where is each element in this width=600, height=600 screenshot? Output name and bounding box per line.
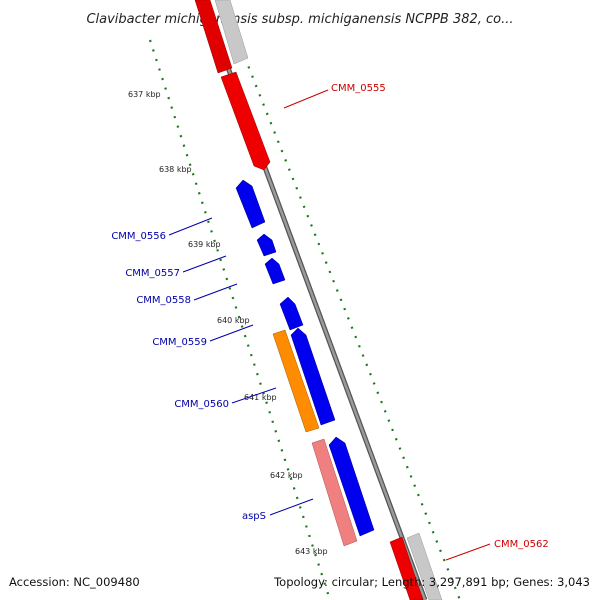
tick-label: 643 kbp [295,547,328,556]
tick-label: 642 kbp [270,471,303,480]
gene-label-cmm-0556[interactable]: CMM_0556 [111,231,166,242]
tick-label: 639 kbp [188,240,221,249]
gene-cmm-0559[interactable] [279,296,304,331]
gene-cmm-0558[interactable] [264,257,286,285]
inner-tick-rail [148,39,332,600]
gene-label-cmm-0558[interactable]: CMM_0558 [136,295,191,306]
gene-cmm-0554[interactable] [194,0,233,74]
gene-other-top[interactable] [214,0,249,65]
tick-rails [148,19,462,600]
gene-cmm-0556[interactable] [235,179,266,229]
gene-label-cmm-0560[interactable]: CMM_0560 [174,399,229,410]
tick-label: 638 kbp [159,165,192,174]
genes [194,0,443,600]
leader-cmm-0559 [209,324,254,342]
leader-cmm-0558 [193,283,238,301]
gene-labels: CMM_0555 CMM_0556 CMM_0557 CMM_0558 CMM_… [111,83,548,550]
gene-label-cmm-0559[interactable]: CMM_0559 [152,337,207,348]
gene-label-aspS[interactable]: aspS [242,511,266,522]
leader-aspS [269,498,314,516]
outer-tick-rail [228,19,462,600]
gene-label-cmm-0555[interactable]: CMM_0555 [331,83,386,94]
accession-text: Accession: NC_009480 [9,575,140,589]
summary-text: Topology: circular; Length: 3,297,891 bp… [273,575,590,589]
leader-cmm-0562 [445,543,491,561]
leader-lines [168,89,491,561]
leader-cmm-0560 [231,387,277,404]
tick-label: 641 kbp [244,393,277,402]
gene-aspS[interactable] [328,436,375,537]
gene-label-cmm-0557[interactable]: CMM_0557 [125,268,180,279]
kbp-labels: 637 kbp 638 kbp 639 kbp 640 kbp 641 kbp … [128,90,328,556]
leader-cmm-0556 [168,217,213,236]
gene-other-bottom[interactable] [406,532,443,600]
map-title: Clavibacter michiganensis subsp. michiga… [86,12,513,27]
gene-cmm-0560[interactable] [290,327,336,426]
gene-label-cmm-0562[interactable]: CMM_0562 [494,539,549,550]
tick-label: 637 kbp [128,90,161,99]
gene-cmm-0557[interactable] [256,233,277,257]
leader-cmm-0555 [283,89,329,109]
gene-cmm-0562[interactable] [389,536,424,600]
gene-orange[interactable] [272,329,320,433]
gene-cmm-0555[interactable] [220,71,271,171]
tick-label: 640 kbp [217,316,250,325]
gene-aspS-pink[interactable] [311,438,358,547]
leader-cmm-0557 [182,255,227,273]
